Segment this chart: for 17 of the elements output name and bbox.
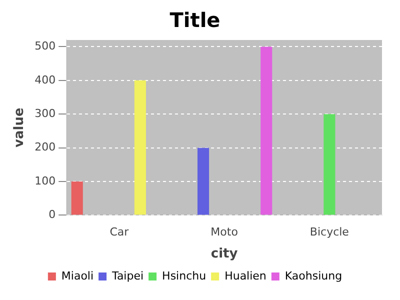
legend-label: Taipei <box>111 269 144 282</box>
y-tick-label: 400 <box>34 73 56 86</box>
x-tick-label: Moto <box>210 226 238 239</box>
y-tick-label: 200 <box>34 140 56 154</box>
chart-title: Title <box>170 8 220 32</box>
legend-label: Kaohsiung <box>284 269 342 282</box>
x-axis-title: city <box>210 246 238 262</box>
y-tick-label: 500 <box>34 40 56 53</box>
y-tick-label: 300 <box>34 106 56 120</box>
legend-label: Miaoli <box>61 269 94 282</box>
legend-label: Hsinchu <box>162 269 206 282</box>
y-tick-label: 0 <box>48 208 56 222</box>
y-tick-label: 100 <box>34 174 56 188</box>
x-tick-label: Car <box>110 226 130 239</box>
y-axis-title: value <box>12 108 28 148</box>
x-tick-label: Bicycle <box>310 226 350 239</box>
legend-label: Hualien <box>224 269 266 282</box>
